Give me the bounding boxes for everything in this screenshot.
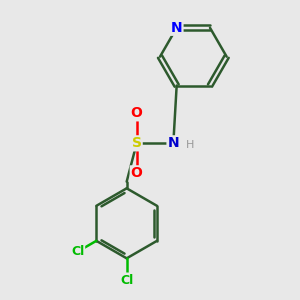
- Text: O: O: [131, 166, 142, 180]
- Text: Cl: Cl: [71, 245, 84, 258]
- Text: Cl: Cl: [120, 274, 133, 286]
- Text: H: H: [186, 140, 194, 150]
- Text: S: S: [132, 136, 142, 150]
- Text: O: O: [131, 106, 142, 120]
- Text: N: N: [167, 136, 179, 150]
- Text: N: N: [171, 21, 182, 35]
